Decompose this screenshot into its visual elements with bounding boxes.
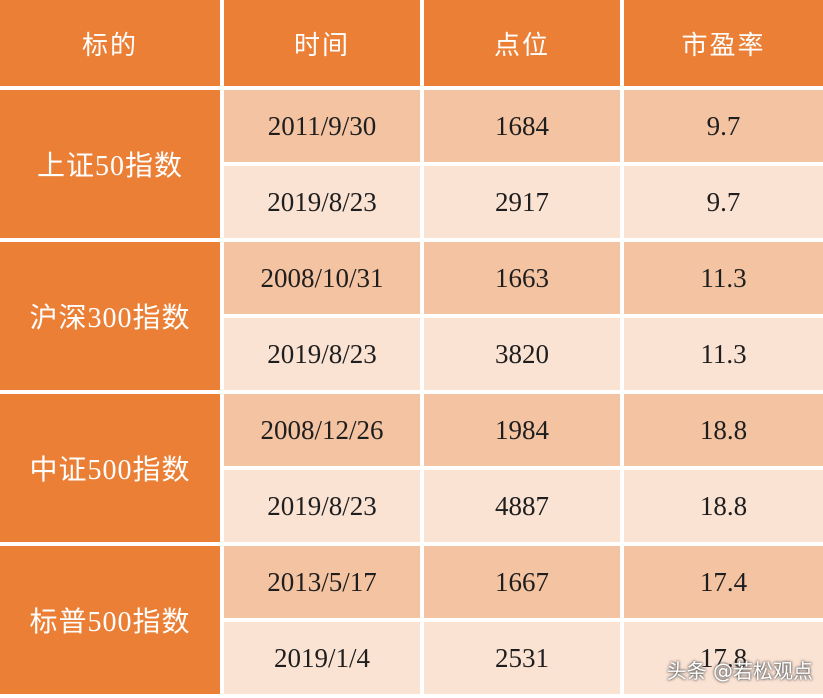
watermark: 头条 @若松观点 [666, 659, 813, 683]
data-cell: 9.7 [624, 166, 823, 238]
header-cell: 点位 [424, 0, 620, 86]
data-cell: 4887 [424, 470, 620, 542]
data-cell: 9.7 [624, 90, 823, 162]
header-cell: 市盈率 [624, 0, 823, 86]
index-name: 沪深300指数 [0, 242, 220, 390]
data-cell: 1667 [424, 546, 620, 618]
data-cell: 2008/10/31 [224, 242, 420, 314]
data-cell: 2019/8/23 [224, 166, 420, 238]
data-cell: 17.8 [624, 622, 823, 694]
data-cell: 2013/5/17 [224, 546, 420, 618]
data-cell: 2019/8/23 [224, 470, 420, 542]
data-cell: 1984 [424, 394, 620, 466]
data-cell: 11.3 [624, 242, 823, 314]
index-name: 标普500指数 [0, 546, 220, 694]
data-cell: 2019/1/4 [224, 622, 420, 694]
data-cell: 2008/12/26 [224, 394, 420, 466]
data-cell: 1684 [424, 90, 620, 162]
index-name: 上证50指数 [0, 90, 220, 238]
data-cell: 2011/9/30 [224, 90, 420, 162]
header-cell: 时间 [224, 0, 420, 86]
data-cell: 18.8 [624, 394, 823, 466]
data-cell: 17.4 [624, 546, 823, 618]
data-cell: 2531 [424, 622, 620, 694]
data-cell: 1663 [424, 242, 620, 314]
data-cell: 11.3 [624, 318, 823, 390]
index-name: 中证500指数 [0, 394, 220, 542]
data-cell: 2019/8/23 [224, 318, 420, 390]
data-cell: 2917 [424, 166, 620, 238]
data-cell: 3820 [424, 318, 620, 390]
data-cell: 18.8 [624, 470, 823, 542]
header-cell: 标的 [0, 0, 220, 86]
